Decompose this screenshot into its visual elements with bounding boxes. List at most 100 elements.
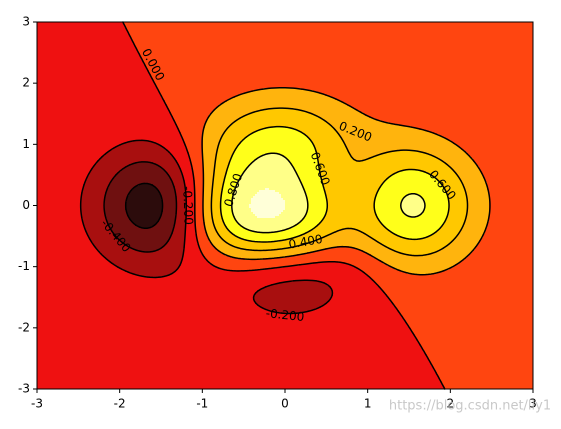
contour-band <box>379 218 447 220</box>
contour-band <box>447 192 465 194</box>
contour-band <box>317 280 373 282</box>
contour-band <box>155 84 533 86</box>
contour-band <box>477 244 533 246</box>
contour-band <box>37 38 131 40</box>
contour-band <box>405 320 533 322</box>
contour-band <box>37 224 83 226</box>
contour-band <box>37 236 89 238</box>
contour-band <box>185 182 195 184</box>
contour-band <box>177 162 191 164</box>
contour-band <box>257 158 287 160</box>
contour-band <box>489 194 533 196</box>
contour-band <box>163 202 177 204</box>
contour-band <box>183 256 205 258</box>
contour-band <box>193 174 203 176</box>
contour-band <box>113 148 165 150</box>
contour-band <box>351 156 373 158</box>
contour-band <box>253 298 331 300</box>
contour-band <box>465 222 487 224</box>
contour-band <box>163 168 181 170</box>
contour-band <box>239 144 313 146</box>
contour-band <box>139 226 151 228</box>
contour-band <box>183 254 203 256</box>
contour-band <box>319 238 373 240</box>
contour-band <box>227 100 341 102</box>
contour-band <box>401 270 443 272</box>
contour-band <box>425 208 449 210</box>
contour-band <box>37 298 253 300</box>
contour-band <box>391 300 533 302</box>
contour-band <box>81 204 105 206</box>
contour-band <box>487 224 533 226</box>
contour-band <box>231 202 251 204</box>
contour-band <box>237 220 301 222</box>
contour-band <box>37 226 85 228</box>
contour-band <box>37 214 81 216</box>
contour-band <box>465 190 489 192</box>
contour-band <box>157 222 175 224</box>
contour-band <box>385 180 439 182</box>
contour-band <box>37 92 159 94</box>
contour-band <box>187 196 195 198</box>
contour-band <box>441 226 463 228</box>
contour-band <box>211 196 221 198</box>
contour-band <box>37 300 255 302</box>
contour-band <box>163 208 177 210</box>
contour-band <box>489 214 533 216</box>
contour-band <box>135 44 533 46</box>
contour-band <box>321 176 389 178</box>
contour-band <box>375 208 401 210</box>
contour-band <box>107 188 133 190</box>
contour-band <box>215 228 227 230</box>
contour-band <box>417 150 465 152</box>
contour-band <box>217 150 235 152</box>
contour-band <box>147 68 533 70</box>
contour-band <box>295 224 317 226</box>
contour-band <box>327 210 375 212</box>
contour-band <box>125 202 163 204</box>
contour-band <box>449 204 467 206</box>
contour-band <box>185 142 203 144</box>
contour-band <box>383 224 443 226</box>
contour-band <box>127 210 163 212</box>
y-tick-label: -1 <box>18 259 30 273</box>
contour-band <box>37 134 181 136</box>
contour-line <box>124 182 164 230</box>
contour-band <box>37 144 119 146</box>
contour-band <box>485 180 533 182</box>
contour-band <box>175 216 187 218</box>
contour-band <box>205 256 231 258</box>
contour-band <box>297 174 321 176</box>
contour-band <box>37 386 443 388</box>
contour-band <box>37 280 293 282</box>
contour-band <box>211 198 221 200</box>
contour-band <box>185 192 195 194</box>
contour-band <box>443 184 463 186</box>
contour-band <box>471 156 533 158</box>
contour-band <box>281 194 307 196</box>
contour-band <box>133 42 533 44</box>
contour-band <box>183 138 203 140</box>
contour-band <box>37 192 81 194</box>
contour-band <box>299 264 351 266</box>
contour-band <box>275 190 305 192</box>
contour-band <box>435 176 459 178</box>
contour-band <box>387 246 445 248</box>
contour-band <box>261 306 321 308</box>
contour-band <box>301 182 323 184</box>
contour-band <box>229 126 273 128</box>
contour-band <box>437 374 533 376</box>
contour-band <box>177 210 187 212</box>
contour-band <box>383 244 447 246</box>
contour-band <box>439 228 461 230</box>
contour-band <box>37 228 85 230</box>
contour-band <box>37 238 89 240</box>
contour-band <box>81 210 105 212</box>
contour-band <box>331 288 381 290</box>
contour-band <box>37 36 131 38</box>
contour-band <box>345 142 453 144</box>
x-tick-label: 0 <box>281 397 289 411</box>
contour-band <box>251 240 279 242</box>
contour-band <box>191 164 203 166</box>
contour-band <box>37 350 423 352</box>
